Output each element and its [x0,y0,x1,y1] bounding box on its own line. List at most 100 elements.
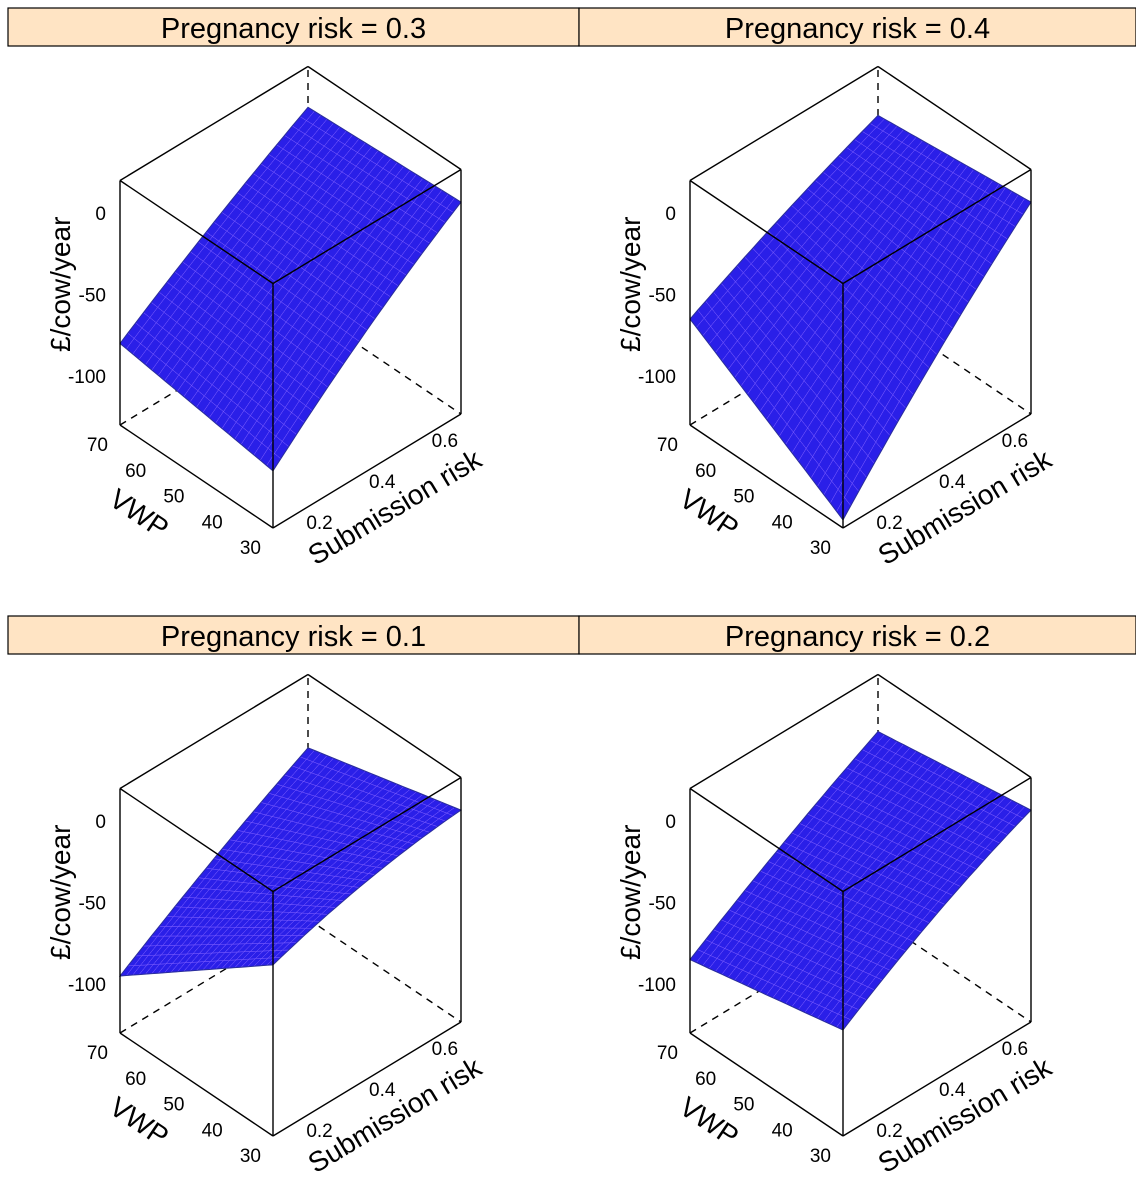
z-axis-title: £/cow/year [45,825,76,960]
z-axis-title: £/cow/year [615,825,646,960]
box-edge [119,787,274,893]
z-tick-label: -50 [79,894,106,915]
visible-edges [119,65,462,529]
z-axis-title: £/cow/year [45,217,76,352]
box-edge [272,168,462,285]
y-tick-label: 70 [87,1043,108,1064]
surface-outline [119,106,462,472]
box-edge [689,673,879,790]
box-edge [119,673,309,790]
panel-title: Pregnancy risk = 0.4 [725,13,990,45]
z-tick-label: -50 [649,894,676,915]
y-tick-label: 70 [657,1043,678,1064]
visible-edges [119,673,462,1137]
y-tick-label: 50 [163,487,184,508]
z-tick-label: 0 [665,812,676,833]
box-edge [119,424,274,529]
panel-1: Pregnancy risk = 0.3 0.2 0.4 0.6 30 40 50 60 70 0… [7,7,580,571]
y-tick-label: 30 [240,1146,261,1167]
x-tick-label: 0.2 [306,1121,332,1142]
panel-4: Pregnancy risk = 0.2 0.2 0.4 0.6 30 40 50 60 70 0… [578,615,1136,1179]
box-edge [119,65,309,182]
box-edge [272,1021,462,1137]
x-tick-label: 0.6 [432,431,458,452]
visible-edges [689,673,1032,1137]
y-tick-label: 60 [125,461,146,482]
box-edge [119,179,274,285]
surface [689,115,1032,521]
x-tick-label: 0.4 [939,1080,966,1101]
z-tick-label: 0 [665,204,676,225]
y-tick-label: 50 [163,1095,184,1116]
y-tick-label: 70 [87,435,108,456]
z-axis-title: £/cow/year [615,217,646,352]
box-edge [877,65,1032,171]
box-edge [877,673,1032,779]
y-tick-label: 60 [125,1069,146,1090]
x-tick-label: 0.6 [1002,1039,1028,1060]
box-edge [689,787,844,893]
x-tick-label: 0.2 [306,513,332,534]
box-edge [689,179,844,285]
y-tick-label: 30 [810,1146,831,1167]
z-tick-label: 0 [95,204,106,225]
x-axis-title: Submission risk [303,1051,488,1179]
box-edge [272,413,462,529]
x-axis-title: Submission risk [873,443,1058,571]
panel-strip [578,615,1136,655]
x-tick-label: 0.6 [1002,431,1028,452]
panel-title: Pregnancy risk = 0.3 [161,13,426,45]
panel-title: Pregnancy risk = 0.1 [161,621,426,653]
x-tick-label: 0.4 [369,472,396,493]
y-tick-label: 50 [733,487,754,508]
box-edge [689,65,879,182]
x-tick-label: 0.2 [876,1121,902,1142]
panel-strip [578,7,1136,47]
panel-3: Pregnancy risk = 0.1 0.2 0.4 0.6 30 40 50 60 70 0… [7,615,580,1179]
y-tick-label: 40 [772,512,793,533]
z-tick-label: -100 [638,367,676,388]
x-tick-label: 0.2 [876,513,902,534]
box-edge [842,168,1032,285]
box-edge [689,424,844,529]
y-tick-label: 30 [810,538,831,559]
box-edge [307,673,462,779]
x-tick-label: 0.4 [939,472,966,493]
y-tick-label: 30 [240,538,261,559]
box-edge [689,1032,844,1137]
box-edge [842,776,1032,893]
panel-title: Pregnancy risk = 0.2 [725,621,990,653]
box-edge [842,1021,1032,1137]
z-tick-label: -100 [68,975,106,996]
surface [689,731,1032,1031]
x-tick-label: 0.4 [369,1080,396,1101]
surface-outline [118,747,463,977]
z-tick-label: -100 [68,367,106,388]
panels: Pregnancy risk = 0.3 0.2 0.4 0.6 30 40 50 60 70 0… [7,7,1136,1179]
y-tick-label: 60 [695,1069,716,1090]
hidden-edge [307,918,462,1023]
surface [119,106,462,472]
z-tick-label: -50 [649,286,676,307]
y-tick-label: 70 [657,435,678,456]
box-edge [307,65,462,171]
x-axis-title: Submission risk [303,443,488,571]
x-axis-title: Submission risk [873,1051,1058,1179]
box-edge [119,1032,274,1137]
surface-outline [689,730,1032,1031]
panel-strip [7,7,580,47]
x-tick-label: 0.6 [432,1039,458,1060]
surface-outline [689,114,1032,521]
panel-strip [7,615,580,655]
visible-edges [689,65,1032,529]
y-tick-label: 40 [202,512,223,533]
panel-2: Pregnancy risk = 0.4 0.2 0.4 0.6 30 40 50 60 70 0… [578,7,1136,571]
y-tick-label: 60 [695,461,716,482]
y-tick-label: 50 [733,1095,754,1116]
box-edge [272,776,462,893]
box-edge [842,413,1032,529]
z-tick-label: -100 [638,975,676,996]
y-tick-label: 40 [202,1120,223,1141]
y-tick-label: 40 [772,1120,793,1141]
